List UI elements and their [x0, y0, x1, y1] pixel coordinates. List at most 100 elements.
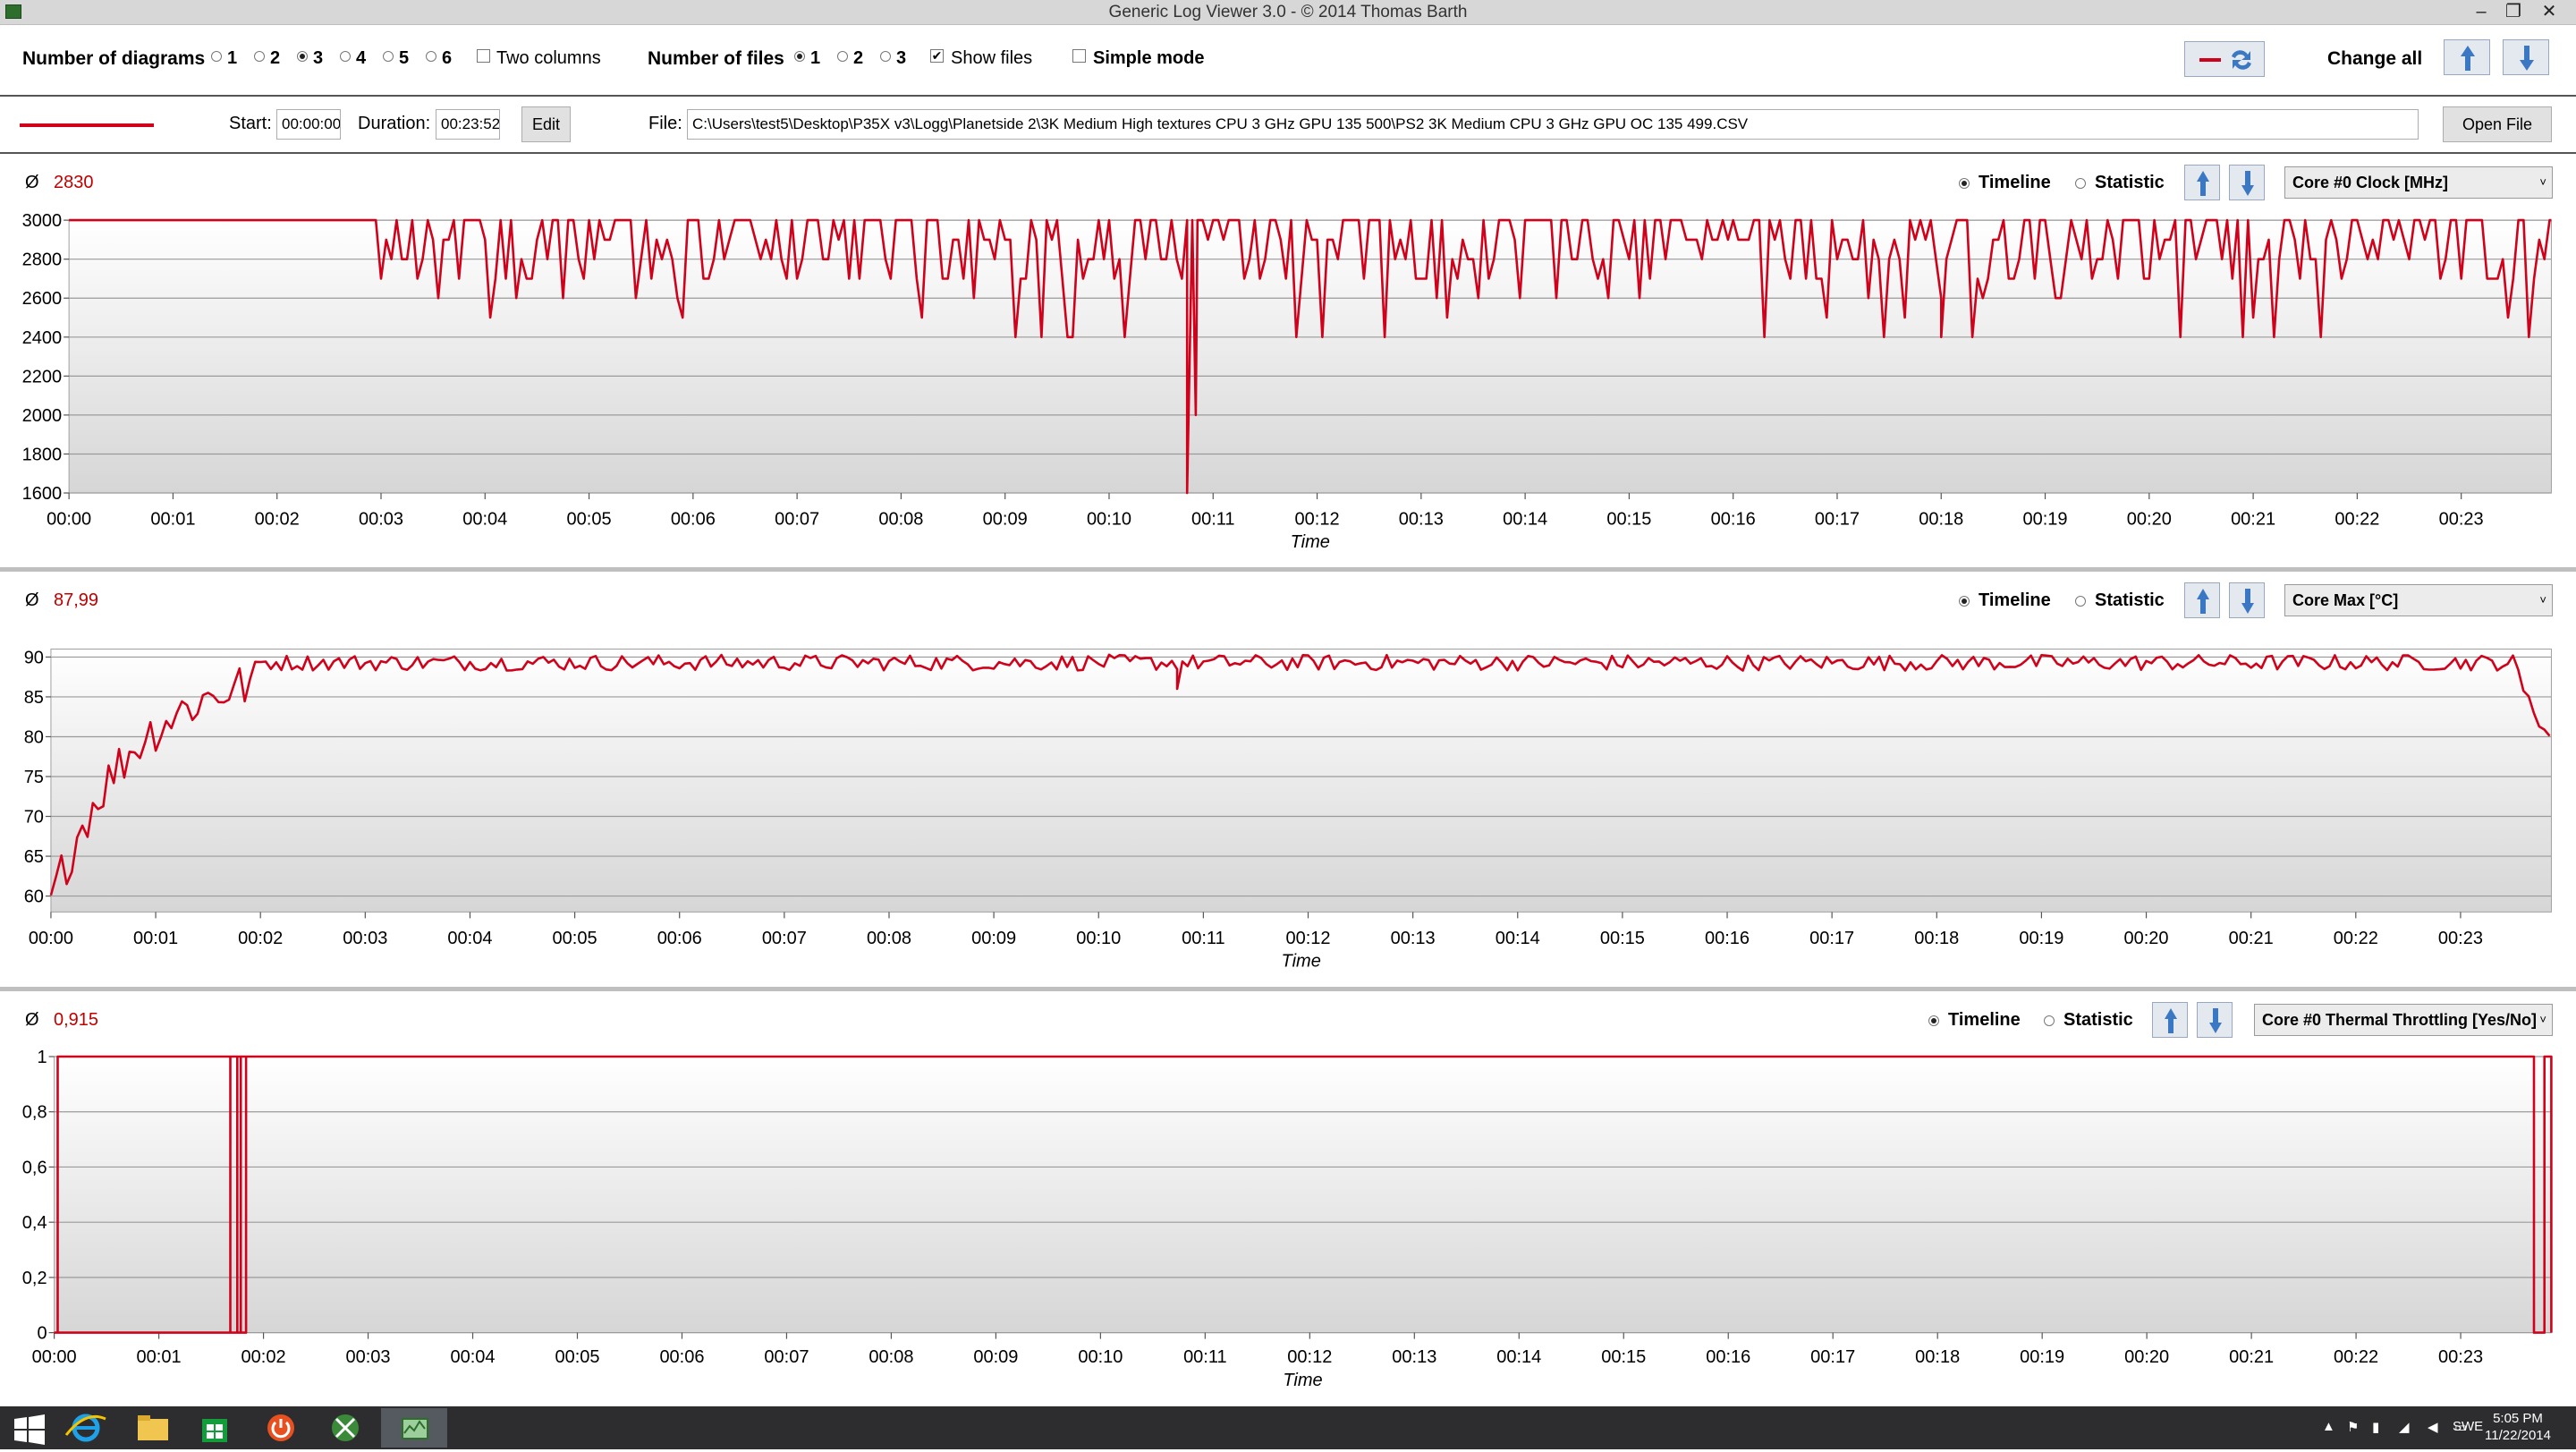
arrow-down-icon [2209, 1008, 2222, 1033]
x-tick-label: 00:19 [2020, 1347, 2064, 1367]
action-center-icon[interactable]: ⚑ [2347, 1420, 2360, 1435]
edit-button[interactable]: Edit [521, 106, 571, 142]
diagram-radio-6[interactable] [426, 51, 436, 62]
start-button-icon[interactable] [4, 1410, 57, 1446]
arrow-up-icon [2197, 171, 2209, 196]
duration-label: Duration: [358, 114, 431, 133]
battery-icon[interactable]: ▮ [2372, 1420, 2380, 1435]
x-tick-label: 00:18 [1919, 509, 1963, 529]
y-tick-label: 2200 [22, 367, 63, 386]
panel-move-up-button[interactable] [2184, 582, 2220, 618]
file-path-input[interactable]: C:\Users\test5\Desktop\P35X v3\Logg\Plan… [687, 109, 2419, 140]
tray-overflow-icon[interactable]: ▲ [2322, 1419, 2335, 1434]
diagram-radio-2[interactable] [254, 51, 265, 62]
color-swap-button[interactable] [2184, 41, 2265, 77]
average-symbol: Ø [25, 1010, 39, 1030]
file-radio-2[interactable] [837, 51, 848, 62]
x-tick-label: 00:02 [238, 929, 283, 948]
diagram-radio-4[interactable] [340, 51, 351, 62]
x-tick-label: 00:01 [137, 1347, 182, 1367]
average-symbol: Ø [25, 173, 39, 192]
move-up-all-button[interactable] [2444, 39, 2490, 75]
taskbar-clock[interactable]: 5:05 PM 11/22/2014 [2478, 1410, 2558, 1444]
arrow-up-icon [2197, 589, 2209, 614]
open-file-button[interactable]: Open File [2443, 106, 2552, 142]
x-tick-label: 00:20 [2124, 929, 2169, 948]
panel-separator[interactable] [0, 987, 2576, 991]
power-app-icon[interactable] [254, 1410, 308, 1446]
x-tick-label: 00:06 [657, 929, 702, 948]
keyboard-icon[interactable]: ▭ [2454, 1420, 2468, 1435]
x-tick-label: 00:22 [2334, 509, 2379, 529]
x-tick-label: 00:01 [133, 929, 178, 948]
arrow-down-icon [2241, 171, 2254, 196]
diagram-radio-3[interactable] [297, 51, 308, 62]
panel-separator[interactable] [0, 567, 2576, 572]
x-tick-label: 00:03 [343, 929, 387, 948]
xbox-icon[interactable] [318, 1410, 372, 1446]
file-radio-3-label: 3 [896, 48, 907, 68]
chevron-down-icon: ˅ [2539, 1013, 2546, 1026]
timeline-radio[interactable] [1928, 1015, 1939, 1026]
show-files-checkbox[interactable]: ✔ [930, 48, 944, 63]
log-viewer-icon [402, 1418, 428, 1439]
file-radio-3[interactable] [880, 51, 891, 62]
panel-move-up-button[interactable] [2184, 165, 2220, 200]
app-icon [5, 4, 21, 19]
timeline-radio[interactable] [1959, 596, 1970, 607]
store-icon[interactable] [188, 1410, 242, 1446]
diagram-radio-6-label: 6 [442, 48, 453, 68]
x-tick-label: 00:08 [869, 1347, 913, 1367]
series-line [49, 653, 2551, 896]
simple-mode-label: Simple mode [1093, 48, 1205, 68]
x-tick-label: 00:05 [567, 509, 612, 529]
language-indicator[interactable]: SWE [2453, 1419, 2484, 1434]
statistic-radio[interactable] [2075, 596, 2086, 607]
volume-icon[interactable]: ◀ [2428, 1420, 2438, 1435]
diagram-radio-1[interactable] [211, 51, 222, 62]
duration-input[interactable]: 00:23:52 [436, 109, 500, 140]
diagram-radio-5[interactable] [383, 51, 394, 62]
chart-panel-temperature: Ø 87,99 Timeline Statistic Core Max [°C]… [0, 572, 2576, 989]
x-tick-label: 00:04 [450, 1347, 495, 1367]
x-tick-label: 00:13 [1391, 929, 1436, 948]
diagram-radio-3-label: 3 [313, 48, 324, 68]
statistic-radio[interactable] [2075, 178, 2086, 189]
maximize-button[interactable]: ❐ [2505, 2, 2521, 21]
x-tick-label: 00:13 [1392, 1347, 1436, 1367]
chart-temperature: 90 85 80 75 70 65 60 00:00 00:01 00:02 00:03 00:04 0… [24, 648, 2552, 971]
panel-move-down-button[interactable] [2197, 1002, 2233, 1038]
minimize-button[interactable]: – [2476, 2, 2487, 21]
two-columns-checkbox[interactable] [477, 49, 490, 63]
statistic-radio[interactable] [2044, 1015, 2055, 1026]
statistic-label: Statistic [2095, 590, 2165, 610]
average-value: 2830 [54, 173, 94, 192]
timeline-radio[interactable] [1959, 178, 1970, 189]
move-down-all-button[interactable] [2503, 39, 2549, 75]
diagram-radio-5-label: 5 [399, 48, 410, 68]
chart-throttling: 1 0,8 0,6 0,4 0,2 0 00:00 00:01 00:02 00:03 00:04 0… [22, 1048, 2553, 1390]
panel-move-down-button[interactable] [2229, 582, 2265, 618]
two-columns-label: Two columns [496, 48, 601, 68]
simple-mode-checkbox[interactable] [1072, 49, 1086, 63]
x-tick-label: 00:00 [47, 509, 91, 529]
x-tick-label: 00:09 [983, 509, 1028, 529]
file-explorer-icon[interactable] [125, 1410, 179, 1446]
close-button[interactable]: ✕ [2541, 2, 2557, 21]
x-tick-label: 00:19 [2019, 929, 2063, 948]
y-tick-label: 70 [24, 808, 44, 828]
start-input[interactable]: 00:00:00 [276, 109, 341, 140]
network-icon[interactable]: ◢ [2399, 1420, 2410, 1435]
panel-move-down-button[interactable] [2229, 165, 2265, 200]
log-viewer-taskbar-item[interactable] [381, 1408, 447, 1448]
file-radio-1[interactable] [794, 51, 805, 62]
x-tick-label: 00:05 [555, 1347, 599, 1367]
sensor-select[interactable]: Core #0 Clock [MHz] ˅ [2284, 166, 2553, 199]
panel-move-up-button[interactable] [2152, 1002, 2188, 1038]
x-tick-label: 00:18 [1915, 1347, 1960, 1367]
internet-explorer-icon[interactable] [59, 1410, 113, 1446]
sensor-select[interactable]: Core Max [°C] ˅ [2284, 584, 2553, 616]
sensor-select[interactable]: Core #0 Thermal Throttling [Yes/No] ˅ [2254, 1004, 2553, 1036]
file-radio-2-label: 2 [853, 48, 864, 68]
x-tick-label: 00:14 [1496, 929, 1540, 948]
